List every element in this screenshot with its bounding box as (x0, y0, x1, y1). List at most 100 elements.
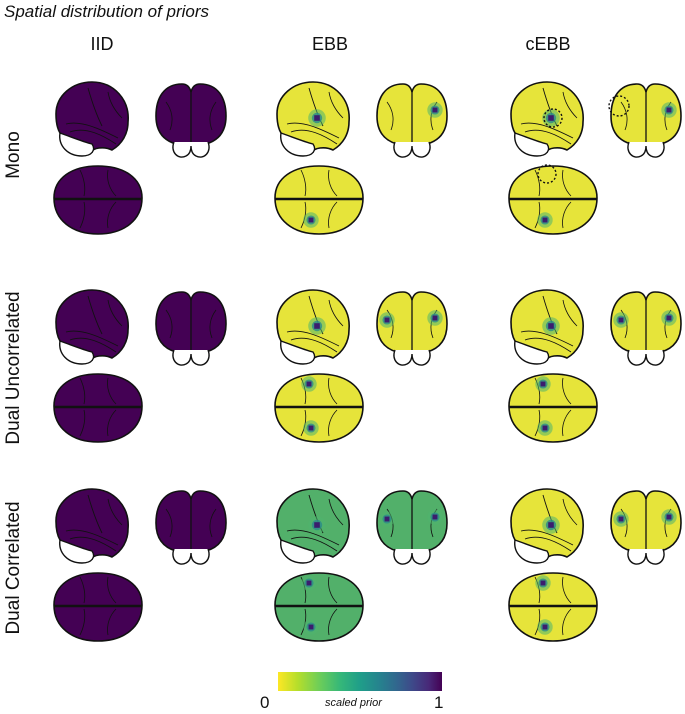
mono-ebb-axial-sulcus-4 (328, 201, 338, 229)
colorbar-label: scaled prior (325, 697, 382, 709)
dual-correlated-iid-sagittal-view (55, 488, 129, 564)
dual-uncorrelated-iid-axial-sulcus-3 (107, 377, 117, 405)
dual-correlated-ebb-coronal-hotspot-left-core (384, 516, 390, 522)
dual-correlated-cebb-axial-sulcus-4 (562, 608, 572, 636)
mono-cebb-sagittal-view (510, 81, 584, 157)
dual-uncorrelated-cebb-sulcus-1 (520, 330, 574, 347)
dual-correlated-ebb-axial-view (274, 572, 364, 642)
dual-uncorrelated-ebb-sulcus-1 (286, 330, 340, 347)
dual-uncorrelated-cebb-axial-sulcus-1 (534, 377, 541, 405)
dual-uncorrelated-cebb-coronal-hotspot-left-core (618, 317, 624, 323)
dual-uncorrelated-ebb-coronal-view (376, 291, 448, 366)
mono-ebb-cerebellum-back (393, 141, 431, 158)
dual-uncorrelated-iid-cerebellum-side (59, 340, 95, 365)
dual-correlated-cebb-coronal-hotspot-right-core (666, 514, 672, 520)
dual-correlated-cebb-axial-sulcus-1 (534, 576, 541, 604)
dual-correlated-ebb-sulcus-1 (286, 529, 340, 546)
mono-cebb-cerebellum-side (514, 132, 550, 157)
dual-correlated-iid-axial-sulcus-2 (79, 608, 86, 636)
mono-ebb-sagittal-hotspot-core (314, 115, 320, 121)
mono-iid-coronal-sulcus-1 (165, 101, 173, 131)
dual-correlated-cebb-sulcus-2 (524, 536, 572, 552)
mono-ebb-coronal-hotspot-right-core (432, 107, 438, 113)
dual-correlated-ebb-coronal-hotspot-right-core (432, 514, 438, 520)
colorbar-max-label: 1 (434, 693, 444, 712)
mono-cebb-axial-sulcus-1 (534, 169, 541, 197)
dual-uncorrelated-iid-axial-sulcus-4 (107, 409, 117, 437)
dual-correlated-iid-sulcus-3 (87, 494, 103, 534)
panel-dual-correlated-iid (53, 488, 227, 642)
dual-uncorrelated-iid-axial-sulcus-1 (79, 377, 86, 405)
mono-ebb-sulcus-4 (328, 91, 344, 119)
dual-uncorrelated-ebb-coronal-hotspot-left-core (384, 317, 390, 323)
dual-uncorrelated-ebb-sulcus-4 (328, 299, 344, 327)
dual-correlated-ebb-axial-hotspot-upper-core (306, 580, 312, 586)
dual-correlated-ebb-axial-sulcus-4 (328, 608, 338, 636)
colorbar-gradient (278, 672, 442, 691)
mono-ebb-coronal-view (376, 83, 448, 158)
dual-correlated-cebb-sagittal-view (510, 488, 584, 564)
panel-mono-iid (53, 81, 227, 235)
dual-uncorrelated-iid-axial-sulcus-2 (79, 409, 86, 437)
dual-uncorrelated-iid-coronal-sulcus-2 (209, 309, 217, 339)
dual-uncorrelated-cebb-axial-sulcus-3 (562, 377, 572, 405)
mono-iid-sulcus-4 (107, 91, 123, 119)
panel-mono-cebb (508, 81, 682, 235)
dual-correlated-ebb-cerebellum-side (280, 539, 316, 564)
dual-correlated-cebb-cerebellum-back (627, 548, 665, 565)
mono-cebb-axial-sulcus-4 (562, 201, 572, 229)
mono-iid-axial-sulcus-1 (79, 169, 86, 197)
dual-correlated-iid-coronal-view (155, 490, 227, 565)
mono-iid-sulcus-3 (87, 87, 103, 127)
dual-correlated-cebb-axial-view (508, 572, 598, 642)
column-title-ebb: EBB (311, 34, 349, 54)
dual-correlated-ebb-sagittal-view (276, 488, 350, 564)
dual-uncorrelated-iid-sulcus-3 (87, 295, 103, 335)
dual-uncorrelated-iid-sulcus-4 (107, 299, 123, 327)
mono-iid-sulcus-2 (69, 129, 117, 145)
dual-uncorrelated-ebb-axial-hotspot-lower-core (308, 425, 314, 431)
panel-dual-correlated-cebb (508, 488, 682, 642)
dual-correlated-ebb-sulcus-2 (290, 536, 338, 552)
dual-correlated-iid-cerebellum-side (59, 539, 95, 564)
mono-ebb-axial-hotspot-lower-core (308, 217, 314, 223)
dual-uncorrelated-iid-coronal-sulcus-1 (165, 309, 173, 339)
mono-cebb-axial-hotspot-lower-core (542, 217, 548, 223)
dual-uncorrelated-iid-sulcus-1 (65, 330, 119, 347)
panel-dual-uncorrelated-ebb (274, 289, 448, 443)
dual-uncorrelated-cebb-axial-hotspot-lower-core (542, 425, 548, 431)
dual-correlated-ebb-cerebellum-back (393, 548, 431, 565)
mono-cebb-sagittal-hotspot-core (548, 115, 554, 121)
dual-correlated-cebb-sulcus-4 (562, 498, 578, 526)
dual-uncorrelated-cebb-axial-hotspot-upper-core (540, 381, 546, 387)
panel-dual-correlated-ebb (274, 488, 448, 642)
dual-uncorrelated-ebb-cerebellum-side (280, 340, 316, 365)
column-title-iid: IID (90, 34, 114, 54)
mono-iid-coronal-sulcus-2 (209, 101, 217, 131)
dual-correlated-cebb-sagittal-hotspot-core (548, 522, 554, 528)
dual-uncorrelated-ebb-axial-view (274, 373, 364, 443)
dual-uncorrelated-cebb-axial-view (508, 373, 598, 443)
dual-correlated-cebb-coronal-hotspot-left-core (618, 516, 624, 522)
dual-uncorrelated-cebb-sulcus-4 (562, 299, 578, 327)
dual-uncorrelated-cebb-cerebellum-side (514, 340, 550, 365)
mono-ebb-axial-view (274, 165, 364, 235)
dual-correlated-iid-coronal-sulcus-2 (209, 508, 217, 538)
dual-correlated-ebb-axial-sulcus-3 (328, 576, 338, 604)
column-title-cebb: cEBB (525, 34, 571, 54)
dual-correlated-ebb-axial-sulcus-1 (300, 576, 307, 604)
dual-uncorrelated-cebb-sulcus-2 (524, 337, 572, 353)
dual-correlated-cebb-sulcus-1 (520, 529, 574, 546)
dual-uncorrelated-ebb-sulcus-2 (290, 337, 338, 353)
dual-uncorrelated-ebb-axial-hotspot-upper-core (306, 381, 312, 387)
dual-correlated-iid-cerebellum-back (172, 548, 210, 565)
figure-title: Spatial distribution of priors (4, 2, 210, 21)
mono-cebb-coronal-view (608, 83, 682, 158)
mono-iid-axial-sulcus-2 (79, 201, 86, 229)
dual-correlated-cebb-cerebellum-side (514, 539, 550, 564)
mono-ebb-sulcus-1 (286, 122, 340, 139)
mono-iid-axial-view (53, 165, 143, 235)
dual-uncorrelated-ebb-sagittal-hotspot-core (314, 323, 320, 329)
dual-correlated-iid-axial-sulcus-1 (79, 576, 86, 604)
